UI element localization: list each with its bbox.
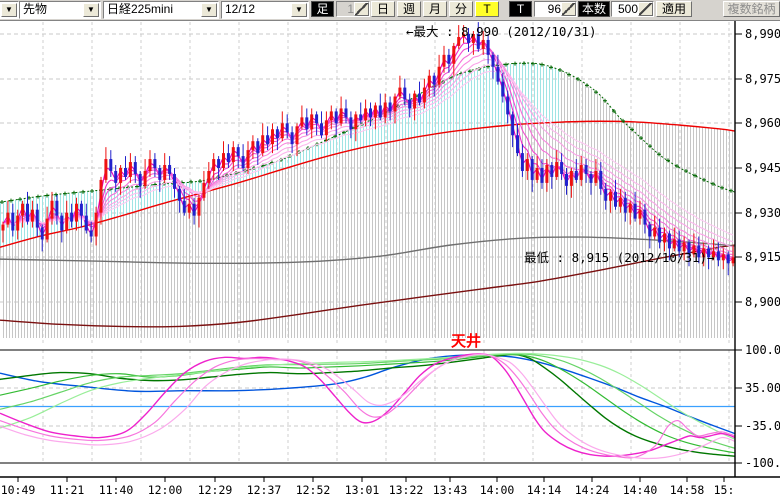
candles-layer [1, 22, 735, 276]
axes: 8,990 8,975 8,960 8,945 8,930 8,915 8,900 100.0… [0, 21, 780, 497]
time-axis-label: 14:14 [527, 483, 562, 497]
bar-count-stepper[interactable]: 500 [611, 1, 654, 17]
time-axis-label: 14:40 [623, 483, 658, 497]
oscillator-panel [0, 349, 736, 464]
osc-axis-label: 35.00 [745, 381, 780, 395]
time-axis-label: 12:52 [296, 483, 331, 497]
chevron-down-icon[interactable]: ▼ [83, 3, 99, 17]
instrument-type-value: 先物 [23, 2, 48, 16]
time-axis-label: 12:37 [247, 483, 282, 497]
osc-green-1 [0, 353, 736, 457]
ma-red [0, 120, 736, 248]
interval-stepper[interactable]: 1 [336, 1, 370, 17]
osc-axis-label: -100.00 [745, 456, 780, 470]
clipped-combo[interactable]: ▼ [0, 1, 19, 19]
time-axis-label: 11:21 [50, 483, 85, 497]
chevron-down-icon[interactable]: ▼ [1, 3, 17, 17]
toolbar: ▼ 先物 ▼ 日経225mini ▼ 12/12 ▼ 足 1 日 週 月 分 T… [0, 0, 780, 21]
chevron-down-icon[interactable]: ▼ [201, 3, 217, 17]
tick-count-stepper[interactable]: 96 [534, 1, 577, 17]
ceiling-label: 天井 [451, 332, 481, 350]
osc-green-2 [0, 353, 736, 454]
chart-canvas[interactable]: ←最大 : 8,990 (2012/10/31) 最低 : 8,915 (2012… [0, 20, 780, 500]
contract-month-value: 12/12 [225, 2, 256, 16]
time-axis-label: 12:29 [198, 483, 233, 497]
ma-gray [0, 236, 736, 265]
max-price-annotation: ←最大 : 8,990 (2012/10/31) [406, 24, 597, 39]
contract-month-select[interactable]: 12/12 ▼ [221, 1, 309, 19]
time-axis-label: 13:01 [345, 483, 380, 497]
time-axis-label: 12:00 [148, 483, 183, 497]
period-month-button[interactable]: 月 [423, 1, 447, 17]
osc-axis-label: -35.00 [745, 419, 780, 433]
tick-count-chip[interactable]: T [509, 1, 532, 17]
time-axis-label: 11:40 [99, 483, 134, 497]
time-axis-label: 14:24 [575, 483, 610, 497]
spinner-icon[interactable] [638, 2, 653, 16]
osc-pink-3 [0, 353, 736, 460]
period-minute-button[interactable]: 分 [449, 1, 473, 17]
period-day-button[interactable]: 日 [371, 1, 395, 17]
osc-pink-1 [0, 353, 736, 457]
osc-green-3 [0, 353, 736, 449]
multi-symbol-button[interactable]: 複数銘柄 [723, 1, 780, 17]
symbol-select[interactable]: 日経225mini ▼ [103, 1, 219, 19]
time-axis-label: 10:49 [1, 483, 36, 497]
bar-count-value: 500 [617, 2, 638, 16]
time-axis-label: 14:58 [670, 483, 705, 497]
time-axis-label: 15: [714, 483, 735, 497]
price-axis-label: 8,975 [745, 72, 780, 86]
min-price-annotation: 最低 : 8,915 (2012/10/31)→ [524, 250, 715, 265]
price-axis-label: 8,900 [745, 295, 780, 309]
interval-value: 1 [347, 2, 354, 16]
osc-axis-label: 100.00 [745, 343, 780, 357]
period-week-button[interactable]: 週 [397, 1, 421, 17]
time-axis-label: 14:00 [480, 483, 515, 497]
bar-type-chip[interactable]: 足 [311, 1, 334, 17]
apply-button[interactable]: 適用 [656, 1, 692, 17]
spinner-icon[interactable] [354, 2, 369, 16]
symbol-value: 日経225mini [107, 2, 174, 16]
osc-green-4 [0, 352, 736, 440]
price-axis-label: 8,930 [745, 206, 780, 220]
annotations: ←最大 : 8,990 (2012/10/31) 最低 : 8,915 (2012… [406, 24, 715, 350]
ma-maroon [0, 244, 736, 328]
price-axis-label: 8,945 [745, 161, 780, 175]
price-axis-label: 8,960 [745, 116, 780, 130]
tick-toggle-button[interactable]: T [475, 1, 499, 17]
time-axis-label: 13:22 [389, 483, 424, 497]
bar-count-chip[interactable]: 本数 [578, 1, 610, 17]
price-axis-label: 8,990 [745, 27, 780, 41]
time-axis-label: 13:43 [433, 483, 468, 497]
chevron-down-icon[interactable]: ▼ [291, 3, 307, 17]
price-axis-label: 8,915 [745, 250, 780, 264]
spinner-icon[interactable] [561, 2, 576, 16]
tick-count-value: 96 [547, 2, 561, 16]
instrument-type-select[interactable]: 先物 ▼ [19, 1, 101, 19]
